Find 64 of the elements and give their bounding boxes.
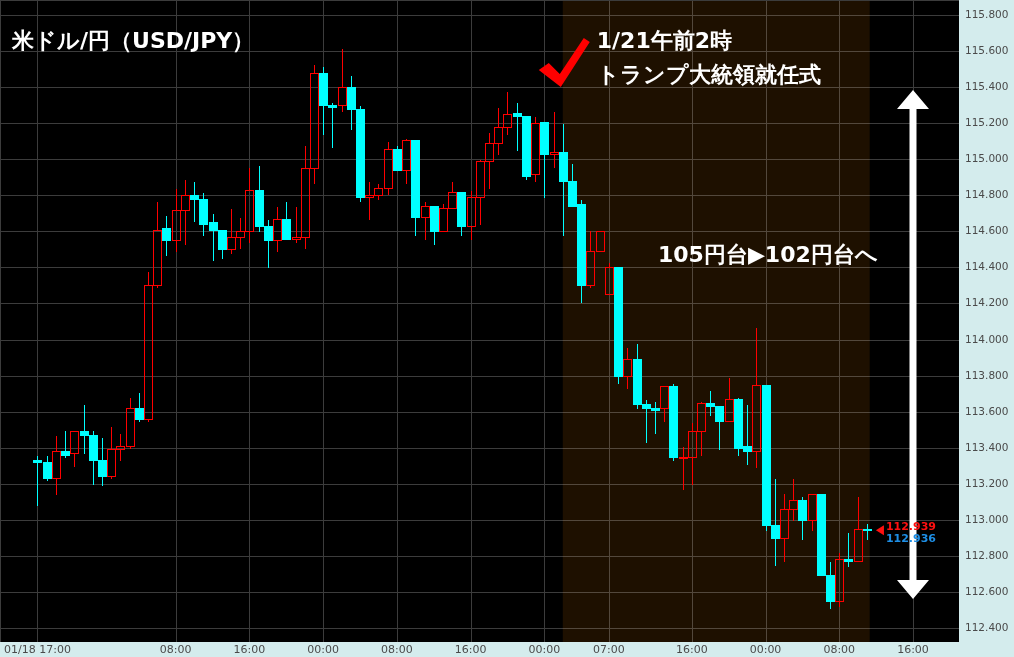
- x-tick-label: 00:00: [749, 643, 782, 656]
- candlestick: [835, 552, 844, 607]
- candlestick: [402, 138, 411, 184]
- y-tick-label: 113.000: [965, 512, 1009, 525]
- candlestick: [660, 385, 669, 422]
- y-tick-label: 114.800: [965, 188, 1009, 201]
- candlestick: [550, 111, 559, 168]
- y-tick-label: 113.600: [965, 404, 1009, 417]
- y-tick-label: 114.400: [965, 260, 1009, 273]
- candlestick: [393, 145, 402, 171]
- y-tick-label: 115.200: [965, 116, 1009, 129]
- candlestick: [669, 383, 678, 461]
- y-tick-label: 114.600: [965, 224, 1009, 237]
- candlestick: [605, 262, 614, 295]
- candlestick: [844, 532, 853, 567]
- candlestick: [61, 430, 70, 458]
- candlestick: [808, 493, 817, 531]
- candlestick: [614, 267, 623, 384]
- candlestick: [52, 435, 61, 495]
- x-tick-label: 16:00: [233, 643, 266, 656]
- x-tick-label: 01/18 17:00: [4, 643, 71, 656]
- candlestick: [725, 377, 734, 422]
- candlestick: [863, 523, 872, 540]
- y-tick-label: 113.200: [965, 476, 1009, 489]
- candlestick: [411, 140, 420, 236]
- x-tick-label: 16:00: [454, 643, 487, 656]
- annotation: 1/21午前2時: [596, 28, 733, 53]
- y-tick-label: 112.600: [965, 584, 1009, 597]
- candlestick: [623, 347, 632, 389]
- y-tick-label: 112.800: [965, 548, 1009, 561]
- y-tick-label: 115.400: [965, 80, 1009, 93]
- y-tick-label: 113.800: [965, 368, 1009, 381]
- text: 米ドル/円（USD/JPY）: [11, 28, 255, 53]
- x-tick-label: 07:00: [593, 643, 625, 656]
- annotation: 105円台▶102円台へ: [658, 242, 878, 267]
- y-tick-label: 113.400: [965, 440, 1009, 453]
- candlestick: [273, 206, 282, 252]
- candlestick: [531, 116, 540, 182]
- x-tick-label: 08:00: [823, 643, 856, 656]
- candlestick: [854, 496, 863, 562]
- y-tick-label: 115.800: [965, 8, 1009, 21]
- x-tick-label: 16:00: [897, 643, 929, 656]
- y-tick-label: 112.400: [965, 620, 1009, 633]
- candlestick: [282, 201, 291, 240]
- x-tick-label: 16:00: [675, 643, 708, 656]
- y-tick-label: 115.000: [965, 152, 1009, 165]
- candlestick: [162, 215, 171, 256]
- candlestick: [70, 430, 79, 467]
- candlestick: [421, 201, 430, 240]
- x-tick-label: 08:00: [381, 643, 413, 656]
- annotation: トランプ大統領就任式: [596, 62, 821, 87]
- y-tick-label: 114.000: [965, 332, 1009, 345]
- x-tick-label: 08:00: [159, 643, 192, 656]
- candlestick: [430, 206, 439, 245]
- x-tick-label: 00:00: [528, 643, 561, 656]
- y-tick-label: 115.600: [965, 44, 1009, 57]
- candlestick: [752, 327, 761, 468]
- candlestick: [540, 122, 549, 198]
- x-tick-label: 00:00: [307, 643, 340, 656]
- candlestick: [135, 392, 144, 422]
- candlestick: [798, 496, 807, 540]
- candlestick: [457, 192, 466, 236]
- candlestick: [338, 48, 347, 112]
- y-tick-label: 114.200: [965, 296, 1009, 309]
